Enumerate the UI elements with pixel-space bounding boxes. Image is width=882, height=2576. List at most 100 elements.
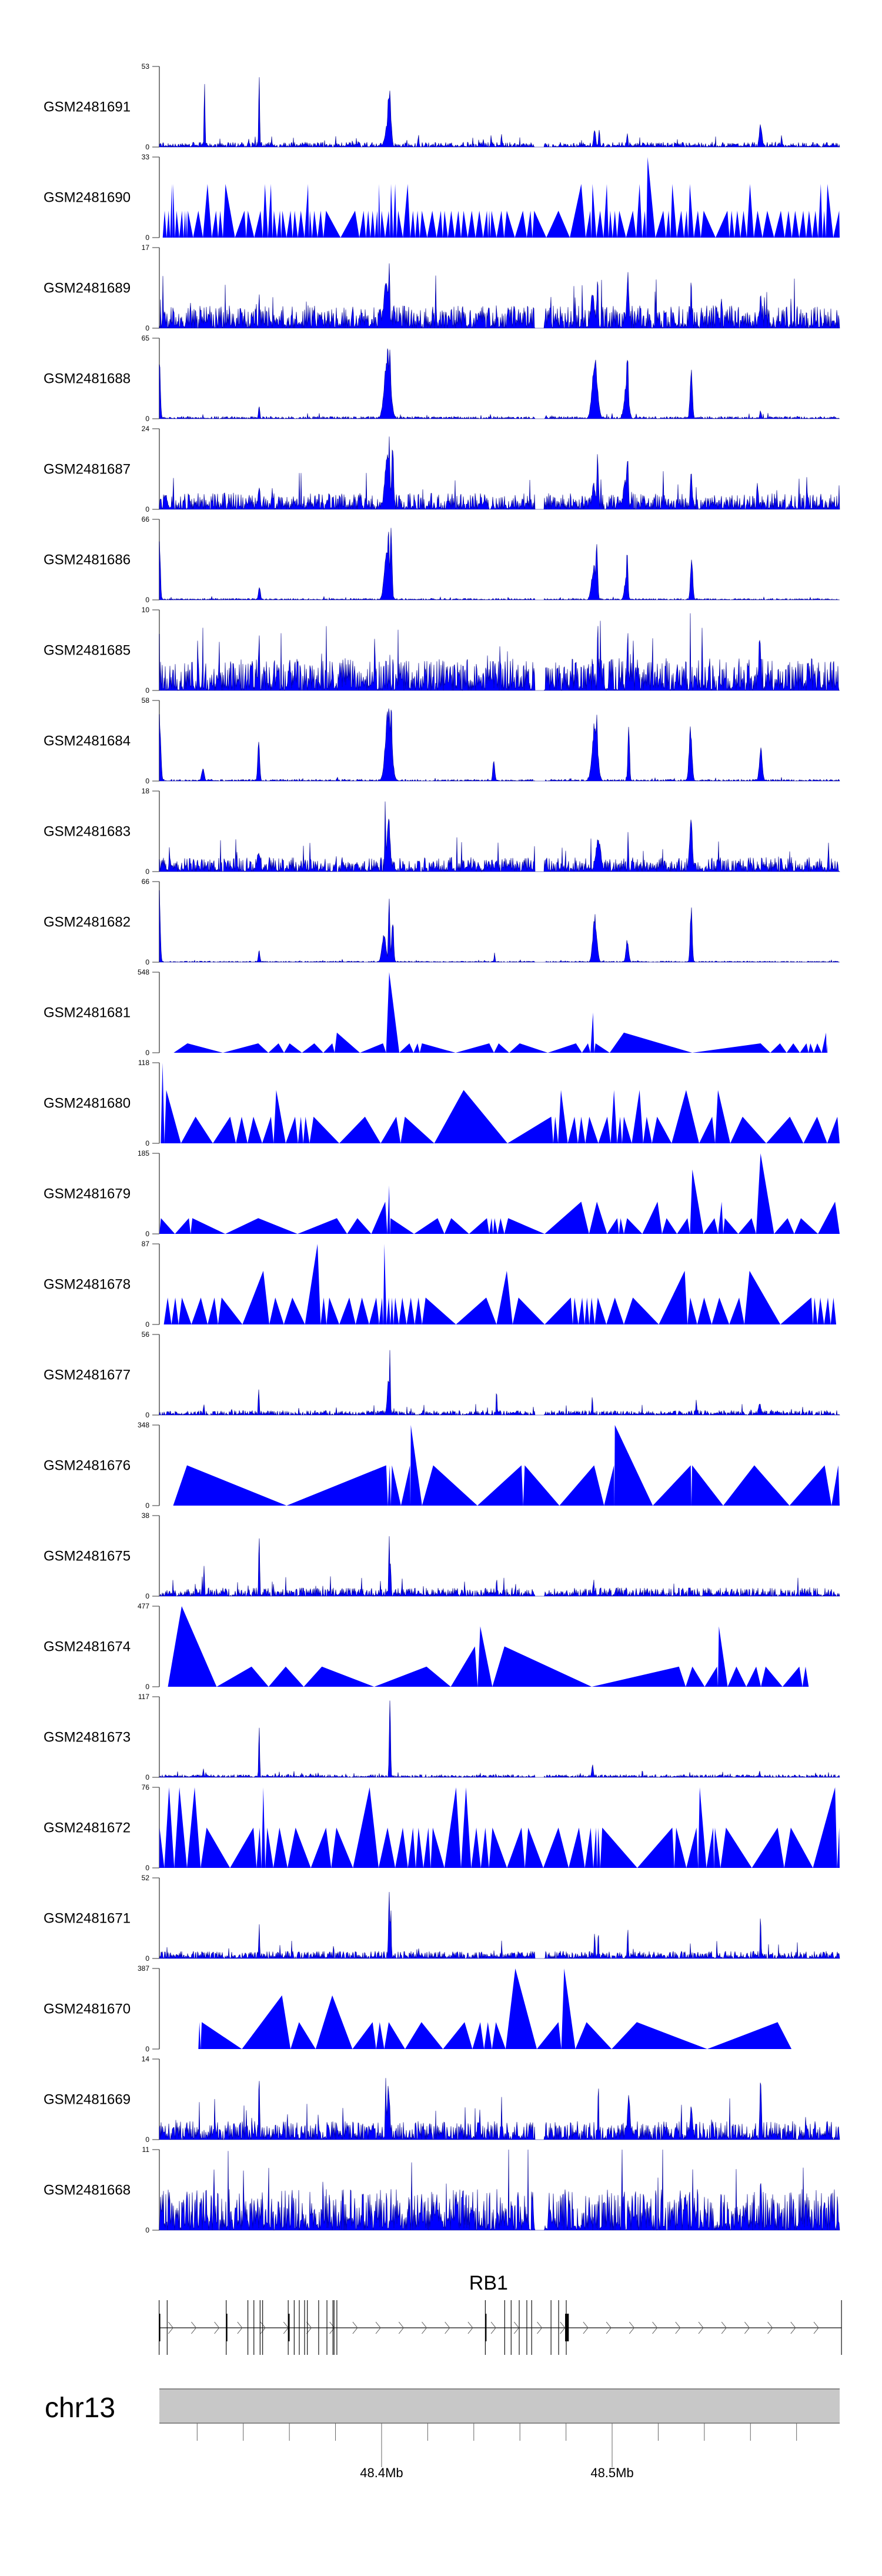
y-axis-min-label: 0 <box>145 1230 149 1238</box>
y-axis-min-label: 0 <box>145 1501 149 1510</box>
signal-peak <box>826 1043 828 1053</box>
signal-peak <box>821 1032 827 1053</box>
signal-peak <box>600 1827 637 1868</box>
y-axis-max-label: 348 <box>138 1421 149 1429</box>
signal-area <box>159 1350 840 1416</box>
y-axis-max-label: 76 <box>142 1783 150 1791</box>
signal-peak <box>183 211 186 238</box>
signal-area <box>159 1891 840 1960</box>
signal-peak <box>729 1297 744 1324</box>
signal-area <box>159 1536 840 1597</box>
signal-peak <box>652 1116 672 1143</box>
signal-peak <box>186 211 188 238</box>
signal-peak <box>383 1244 387 1324</box>
signal-peak <box>723 1218 739 1234</box>
signal-area <box>159 801 840 873</box>
track-label: GSM2481671 <box>44 1911 131 1927</box>
signal-peak <box>320 1297 327 1324</box>
y-axis-min-label: 0 <box>145 596 149 604</box>
y-axis-min-label: 0 <box>145 958 149 966</box>
signal-peak <box>624 1297 659 1324</box>
strand-arrow-icon <box>168 2321 173 2334</box>
signal-peak <box>746 1666 761 1687</box>
signal-peak <box>390 183 393 238</box>
signal-peak <box>504 1218 545 1234</box>
signal-peak <box>347 1218 372 1234</box>
gene-name-label: RB1 <box>469 2272 508 2294</box>
signal-peak <box>619 1218 624 1234</box>
y-axis-max-label: 477 <box>138 1602 149 1610</box>
signal-peak <box>410 211 416 238</box>
y-axis-min-label: 0 <box>145 324 149 332</box>
signal-peak <box>622 1116 632 1143</box>
signal-peak <box>286 1465 388 1506</box>
signal-peak <box>489 1218 493 1234</box>
track-label: GSM2481689 <box>44 281 131 296</box>
signal-peak <box>780 1297 813 1324</box>
signal-peak <box>687 1297 697 1324</box>
strand-arrow-icon <box>813 2321 819 2334</box>
y-axis-min-label: 0 <box>145 1864 149 1872</box>
signal-peak <box>594 1043 610 1053</box>
strand-arrow-icon <box>445 2321 450 2334</box>
signal-peak <box>168 1606 217 1687</box>
signal-peak <box>740 211 747 238</box>
signal-peak <box>492 2022 506 2049</box>
y-axis-min-label: 0 <box>145 1683 149 1691</box>
signal-peak <box>659 1270 688 1324</box>
signal-peak <box>770 1043 787 1053</box>
signal-peak <box>236 1116 248 1143</box>
signal-peak <box>171 1297 179 1324</box>
signal-peak <box>175 1218 191 1234</box>
track-GSM2481688: GSM2481688 65 0 <box>44 334 840 423</box>
coding-exon <box>565 2314 569 2341</box>
signal-peak <box>592 1666 686 1687</box>
track-GSM2481679: GSM2481679 185 0 <box>44 1149 840 1238</box>
signal-peak <box>208 1297 218 1324</box>
signal-peak <box>225 1218 298 1234</box>
signal-peak <box>461 1787 472 1868</box>
signal-peak <box>626 211 636 238</box>
signal-peak <box>163 1297 172 1324</box>
signal-peak <box>471 1827 481 1868</box>
signal-peak <box>174 1787 187 1868</box>
strand-arrow-icon <box>537 2321 543 2334</box>
signal-peak <box>303 1116 310 1143</box>
signal-peak <box>504 211 515 238</box>
signal-peak <box>642 211 647 238</box>
signal-peak <box>558 1090 568 1143</box>
signal-peak <box>405 2022 443 2049</box>
signal-peak <box>193 211 203 238</box>
track-label: GSM2481686 <box>44 552 131 568</box>
track-GSM2481682: GSM2481682 66 0 <box>44 877 840 966</box>
signal-peak <box>586 211 592 238</box>
signal-peak <box>569 1827 585 1868</box>
signal-peak <box>714 1827 721 1868</box>
signal-peak <box>161 1063 165 1143</box>
strand-arrow-icon <box>237 2321 243 2334</box>
signal-peak <box>806 211 813 238</box>
signal-peak <box>824 1297 831 1324</box>
signal-peak <box>831 1465 840 1506</box>
signal-peak <box>582 1043 591 1053</box>
track-GSM2481676: GSM2481676 348 0 <box>44 1421 840 1510</box>
signal-peak <box>671 1090 699 1143</box>
strand-arrow-icon <box>790 2321 796 2334</box>
strand-arrow-icon <box>513 2321 519 2334</box>
signal-peak <box>699 1116 716 1143</box>
signal-peak <box>375 211 379 238</box>
signal-peak <box>303 1666 375 1687</box>
signal-peak <box>833 211 840 238</box>
signal-peak <box>403 183 410 238</box>
signal-peak <box>309 1116 339 1143</box>
signal-peak <box>747 183 754 238</box>
signal-peak <box>443 2022 473 2049</box>
y-axis-min-label: 0 <box>145 2045 149 2053</box>
signal-peak <box>170 183 173 238</box>
y-axis-max-label: 185 <box>138 1149 149 1157</box>
signal-peak <box>827 1116 840 1143</box>
signal-peak <box>309 211 312 238</box>
track-GSM2481678: GSM2481678 87 0 <box>44 1240 837 1329</box>
signal-peak <box>285 1116 298 1143</box>
signal-peak <box>822 211 826 238</box>
